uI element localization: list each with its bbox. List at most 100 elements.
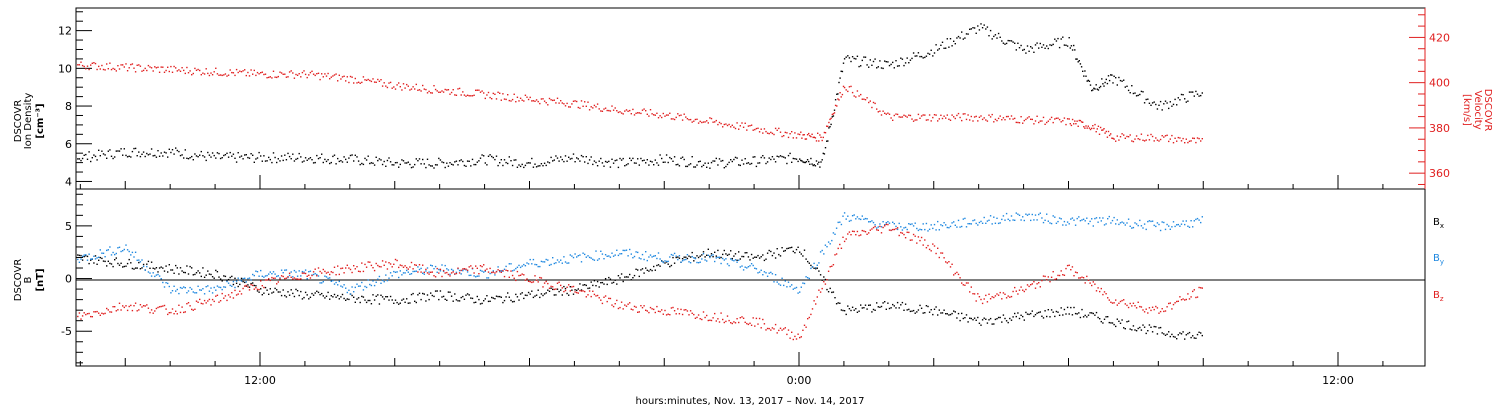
- velocity-point: [927, 119, 929, 121]
- bx-point: [794, 252, 796, 254]
- ion-density-point: [863, 56, 865, 58]
- ion-density-point: [187, 158, 190, 160]
- by-point: [593, 259, 596, 261]
- velocity-point: [396, 84, 398, 86]
- velocity-point: [604, 107, 607, 109]
- by-point: [191, 288, 193, 290]
- bx-point: [207, 270, 209, 272]
- velocity-point: [843, 86, 846, 89]
- velocity-point: [908, 114, 910, 116]
- velocity-point: [1192, 137, 1194, 139]
- bz-point: [659, 310, 661, 313]
- velocity-point: [81, 64, 84, 67]
- bx-point: [1193, 337, 1195, 339]
- ion-density-point: [255, 158, 257, 160]
- by-point: [680, 261, 682, 263]
- velocity-point: [104, 69, 106, 71]
- bx-point: [556, 288, 559, 290]
- velocity-point: [91, 62, 93, 64]
- ion-density-point: [1088, 80, 1091, 82]
- bz-point: [1169, 302, 1171, 304]
- by-point: [1124, 224, 1126, 226]
- bx-point: [465, 294, 467, 296]
- ion-density-point: [861, 59, 863, 62]
- velocity-point: [88, 68, 90, 71]
- bx-point: [824, 278, 827, 281]
- bz-point: [620, 301, 623, 303]
- by-point: [134, 251, 137, 253]
- bx-point: [896, 301, 899, 304]
- ion-density-point: [494, 158, 496, 161]
- bz-point: [338, 273, 340, 276]
- ion-density-point: [487, 155, 490, 157]
- velocity-point: [1012, 118, 1014, 120]
- bz-point: [523, 274, 525, 276]
- by-point: [255, 270, 257, 272]
- ion-density-point: [1182, 94, 1184, 96]
- bz-point: [890, 229, 892, 232]
- bx-point: [571, 289, 573, 291]
- bx-point: [449, 291, 451, 293]
- by-point: [640, 258, 642, 260]
- bx-point: [653, 265, 655, 268]
- by-point: [858, 218, 860, 220]
- bz-point: [808, 316, 810, 319]
- bz-point: [681, 313, 684, 316]
- ion-density-point: [146, 152, 148, 155]
- by-point: [1176, 224, 1178, 226]
- bz-point: [757, 323, 759, 325]
- ion-density-point: [207, 151, 209, 154]
- velocity-point: [710, 117, 713, 120]
- velocity-point: [354, 77, 356, 80]
- by-point: [969, 223, 971, 225]
- ion-density-point: [1148, 102, 1151, 104]
- bz-point: [183, 311, 185, 314]
- velocity-point: [96, 68, 98, 71]
- velocity-point: [836, 105, 838, 107]
- by-point: [91, 258, 93, 260]
- bz-point: [377, 264, 379, 267]
- velocity-point: [1020, 116, 1022, 118]
- velocity-point: [306, 76, 308, 79]
- velocity-point: [624, 110, 626, 112]
- by-point: [1105, 223, 1107, 225]
- bx-point: [866, 308, 868, 310]
- ion-density-point: [125, 154, 127, 157]
- by-point: [738, 259, 740, 261]
- bx-point: [373, 299, 376, 301]
- bz-point: [487, 271, 490, 273]
- ion-density-point: [736, 157, 738, 159]
- velocity-point: [975, 115, 977, 118]
- velocity-point: [648, 115, 650, 117]
- bx-point: [434, 290, 437, 292]
- velocity-point: [882, 110, 884, 112]
- bz-point: [78, 312, 81, 314]
- by-point: [585, 256, 587, 258]
- by-point: [377, 278, 379, 280]
- bx-point: [88, 262, 90, 265]
- ion-density-point: [770, 158, 772, 161]
- bx-point: [919, 304, 921, 307]
- bz-point: [263, 286, 265, 289]
- bz-point: [288, 272, 291, 274]
- bz-point: [1131, 305, 1133, 307]
- bz-point: [701, 318, 703, 321]
- bz-point: [547, 282, 549, 285]
- by-point: [303, 271, 305, 273]
- bx-point: [845, 313, 847, 316]
- bx-point: [933, 308, 936, 310]
- bz-point: [1092, 281, 1094, 283]
- by-point: [434, 265, 437, 268]
- velocity-point: [592, 107, 594, 109]
- bz-point: [460, 269, 462, 272]
- by-point: [389, 272, 392, 274]
- velocity-point: [1094, 123, 1096, 126]
- by-point: [406, 269, 408, 272]
- ion-density-point: [1092, 89, 1094, 91]
- velocity-point: [483, 92, 485, 94]
- bz-point: [1107, 297, 1109, 299]
- velocity-point: [1004, 119, 1006, 121]
- bz-point: [927, 244, 929, 247]
- ion-density-point: [412, 166, 414, 168]
- velocity-point: [553, 99, 555, 101]
